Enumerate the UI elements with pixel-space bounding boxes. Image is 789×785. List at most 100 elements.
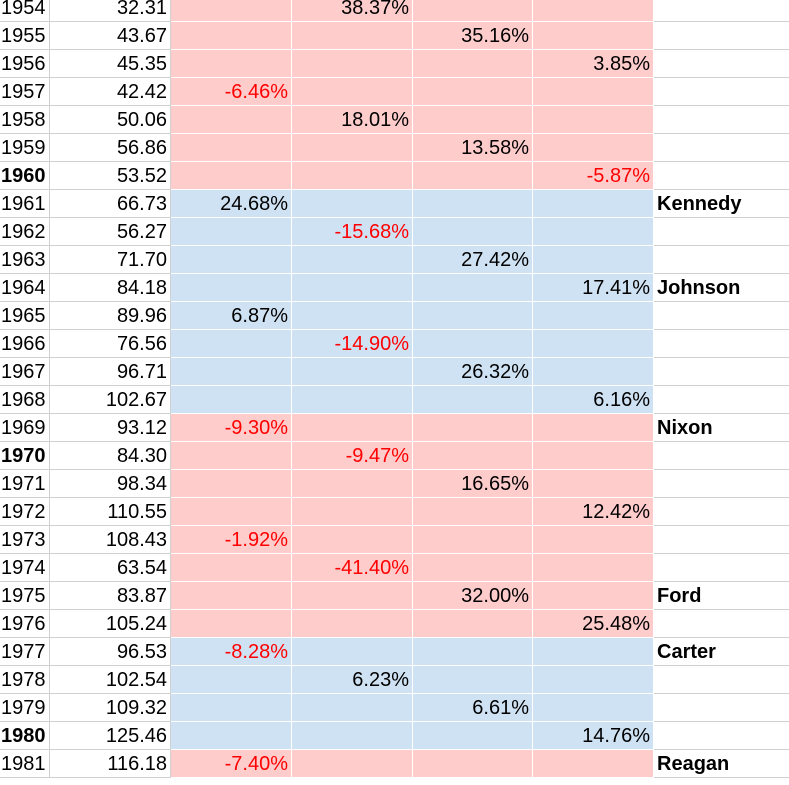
- year-cell[interactable]: 1969: [0, 414, 50, 442]
- index-value-cell[interactable]: 84.18: [50, 274, 171, 302]
- empty-shaded-cell[interactable]: [533, 442, 654, 470]
- percent-change-cell[interactable]: 6.23%: [292, 666, 413, 694]
- percent-change-cell[interactable]: 24.68%: [171, 190, 292, 218]
- empty-shaded-cell[interactable]: [413, 162, 533, 190]
- percent-change-cell[interactable]: -6.46%: [171, 78, 292, 106]
- year-cell[interactable]: 1960: [0, 162, 50, 190]
- year-cell[interactable]: 1964: [0, 274, 50, 302]
- empty-shaded-cell[interactable]: [171, 134, 292, 162]
- percent-change-cell[interactable]: 6.87%: [171, 302, 292, 330]
- empty-shaded-cell[interactable]: [413, 50, 533, 78]
- empty-shaded-cell[interactable]: [171, 470, 292, 498]
- year-cell[interactable]: 1968: [0, 386, 50, 414]
- year-cell[interactable]: 1963: [0, 246, 50, 274]
- empty-shaded-cell[interactable]: [292, 274, 413, 302]
- president-label-cell[interactable]: Carter: [654, 638, 789, 666]
- empty-shaded-cell[interactable]: [292, 722, 413, 750]
- index-value-cell[interactable]: 45.35: [50, 50, 171, 78]
- empty-shaded-cell[interactable]: [292, 358, 413, 386]
- year-cell[interactable]: 1955: [0, 22, 50, 50]
- year-cell[interactable]: 1961: [0, 190, 50, 218]
- empty-shaded-cell[interactable]: [413, 666, 533, 694]
- president-label-cell[interactable]: Kennedy: [654, 190, 789, 218]
- index-value-cell[interactable]: 76.56: [50, 330, 171, 358]
- president-label-cell[interactable]: [654, 246, 789, 274]
- empty-shaded-cell[interactable]: [171, 330, 292, 358]
- empty-shaded-cell[interactable]: [413, 106, 533, 134]
- empty-shaded-cell[interactable]: [533, 582, 654, 610]
- president-label-cell[interactable]: [654, 302, 789, 330]
- president-label-cell[interactable]: [654, 526, 789, 554]
- president-label-cell[interactable]: [654, 694, 789, 722]
- empty-shaded-cell[interactable]: [533, 638, 654, 666]
- percent-change-cell[interactable]: 35.16%: [413, 22, 533, 50]
- year-cell[interactable]: 1970: [0, 442, 50, 470]
- index-value-cell[interactable]: 66.73: [50, 190, 171, 218]
- empty-shaded-cell[interactable]: [413, 750, 533, 778]
- president-label-cell[interactable]: [654, 358, 789, 386]
- empty-shaded-cell[interactable]: [533, 0, 654, 22]
- percent-change-cell[interactable]: 3.85%: [533, 50, 654, 78]
- empty-shaded-cell[interactable]: [171, 246, 292, 274]
- index-value-cell[interactable]: 102.54: [50, 666, 171, 694]
- index-value-cell[interactable]: 56.27: [50, 218, 171, 246]
- empty-shaded-cell[interactable]: [292, 470, 413, 498]
- empty-shaded-cell[interactable]: [171, 554, 292, 582]
- index-value-cell[interactable]: 53.52: [50, 162, 171, 190]
- president-label-cell[interactable]: [654, 218, 789, 246]
- empty-shaded-cell[interactable]: [292, 78, 413, 106]
- percent-change-cell[interactable]: 38.37%: [292, 0, 413, 22]
- year-cell[interactable]: 1954: [0, 0, 50, 22]
- empty-shaded-cell[interactable]: [292, 50, 413, 78]
- empty-shaded-cell[interactable]: [413, 190, 533, 218]
- president-label-cell[interactable]: [654, 722, 789, 750]
- empty-shaded-cell[interactable]: [413, 638, 533, 666]
- percent-change-cell[interactable]: 25.48%: [533, 610, 654, 638]
- empty-shaded-cell[interactable]: [171, 498, 292, 526]
- empty-shaded-cell[interactable]: [533, 330, 654, 358]
- president-label-cell[interactable]: [654, 442, 789, 470]
- empty-shaded-cell[interactable]: [292, 498, 413, 526]
- percent-change-cell[interactable]: 26.32%: [413, 358, 533, 386]
- index-value-cell[interactable]: 56.86: [50, 134, 171, 162]
- index-value-cell[interactable]: 84.30: [50, 442, 171, 470]
- president-label-cell[interactable]: [654, 162, 789, 190]
- index-value-cell[interactable]: 93.12: [50, 414, 171, 442]
- empty-shaded-cell[interactable]: [533, 666, 654, 694]
- percent-change-cell[interactable]: -8.28%: [171, 638, 292, 666]
- percent-change-cell[interactable]: -9.47%: [292, 442, 413, 470]
- empty-shaded-cell[interactable]: [171, 582, 292, 610]
- president-label-cell[interactable]: [654, 50, 789, 78]
- year-cell[interactable]: 1957: [0, 78, 50, 106]
- president-label-cell[interactable]: [654, 610, 789, 638]
- index-value-cell[interactable]: 83.87: [50, 582, 171, 610]
- percent-change-cell[interactable]: 17.41%: [533, 274, 654, 302]
- empty-shaded-cell[interactable]: [413, 330, 533, 358]
- empty-shaded-cell[interactable]: [292, 610, 413, 638]
- empty-shaded-cell[interactable]: [413, 610, 533, 638]
- empty-shaded-cell[interactable]: [292, 386, 413, 414]
- empty-shaded-cell[interactable]: [533, 526, 654, 554]
- year-cell[interactable]: 1956: [0, 50, 50, 78]
- percent-change-cell[interactable]: 27.42%: [413, 246, 533, 274]
- empty-shaded-cell[interactable]: [533, 470, 654, 498]
- year-cell[interactable]: 1976: [0, 610, 50, 638]
- empty-shaded-cell[interactable]: [292, 582, 413, 610]
- president-label-cell[interactable]: [654, 134, 789, 162]
- percent-change-cell[interactable]: 14.76%: [533, 722, 654, 750]
- president-label-cell[interactable]: [654, 330, 789, 358]
- empty-shaded-cell[interactable]: [413, 0, 533, 22]
- index-value-cell[interactable]: 110.55: [50, 498, 171, 526]
- year-cell[interactable]: 1975: [0, 582, 50, 610]
- president-label-cell[interactable]: [654, 554, 789, 582]
- percent-change-cell[interactable]: -5.87%: [533, 162, 654, 190]
- empty-shaded-cell[interactable]: [533, 22, 654, 50]
- empty-shaded-cell[interactable]: [533, 106, 654, 134]
- index-value-cell[interactable]: 109.32: [50, 694, 171, 722]
- percent-change-cell[interactable]: -7.40%: [171, 750, 292, 778]
- president-label-cell[interactable]: [654, 498, 789, 526]
- empty-shaded-cell[interactable]: [413, 218, 533, 246]
- empty-shaded-cell[interactable]: [413, 414, 533, 442]
- index-value-cell[interactable]: 63.54: [50, 554, 171, 582]
- empty-shaded-cell[interactable]: [171, 162, 292, 190]
